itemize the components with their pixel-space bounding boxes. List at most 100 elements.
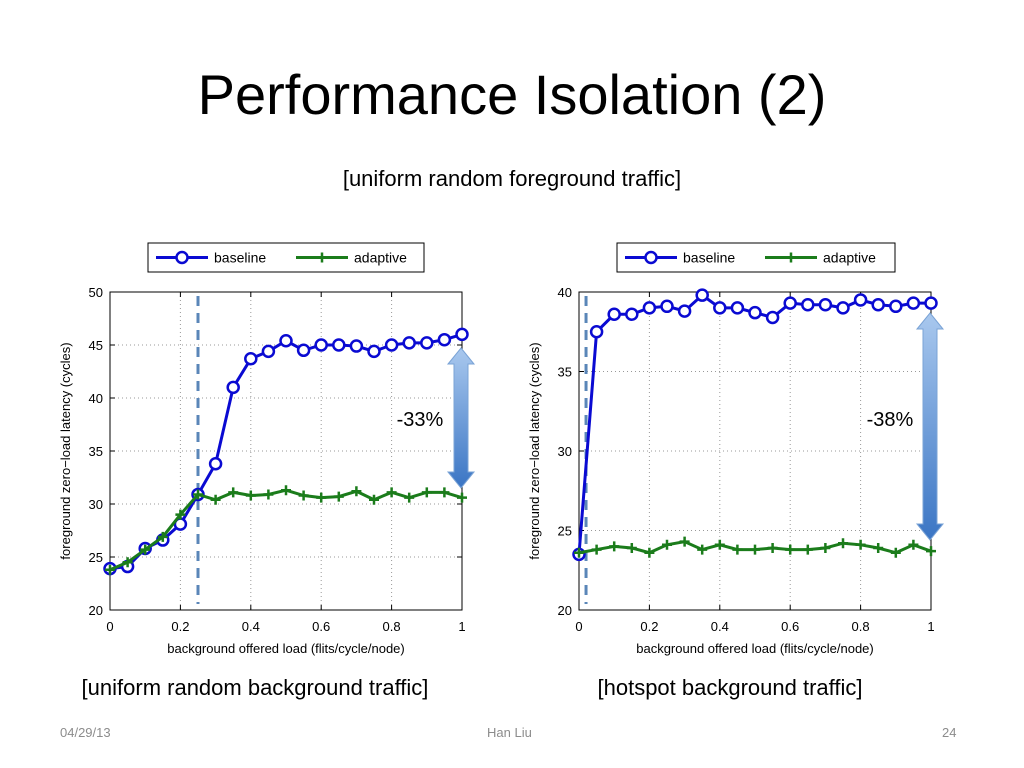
adaptive-point	[609, 541, 620, 552]
baseline-point	[384, 338, 399, 352]
baseline-point	[279, 334, 293, 348]
adaptive-point	[732, 544, 743, 555]
adaptive-point	[767, 542, 778, 553]
baseline-point	[642, 301, 657, 315]
x-axis-label: background offered load (flits/cycle/nod…	[636, 641, 874, 656]
adaptive-point	[404, 492, 415, 503]
x-tick-label: 0.2	[171, 619, 189, 634]
adaptive-point	[644, 547, 655, 558]
baseline-point	[889, 299, 903, 314]
adaptive-point	[193, 489, 203, 500]
adaptive-point	[140, 544, 151, 555]
slide-subtitle: [uniform random foreground traffic]	[342, 166, 682, 191]
chart-uniform-random: 0 0.2 0.4 0.6 0.8 1 20 25 30 35 40 45 50 background o…	[58, 242, 476, 656]
adaptive-point	[421, 487, 432, 498]
baseline-point	[244, 352, 258, 366]
baseline-point	[314, 338, 328, 352]
baseline-point	[660, 299, 674, 314]
chart-hotspot: 0 0.2 0.4 0.6 0.8 1 20 25 30 35 40 background offer…	[527, 242, 945, 656]
legend-adaptive-label: adaptive	[354, 250, 407, 266]
adaptive-point	[679, 536, 690, 547]
baseline-point	[748, 305, 762, 320]
adaptive-point	[626, 542, 637, 553]
baseline-point	[402, 336, 416, 350]
baseline-point	[226, 380, 240, 395]
caption-hotspot: [hotspot background traffic]	[597, 675, 863, 700]
adaptive-point	[228, 487, 239, 498]
baseline-point	[261, 344, 276, 359]
adaptive-point	[838, 538, 848, 549]
baseline-point	[607, 307, 621, 322]
baseline-point	[836, 301, 850, 315]
baseline-point	[801, 297, 815, 312]
adaptive-point	[175, 509, 186, 520]
adaptive-point	[245, 490, 256, 501]
baseline-point	[871, 297, 885, 312]
y-tick-label: 30	[89, 497, 103, 512]
x-tick-label: 0.2	[640, 619, 658, 634]
x-tick-label: 1	[927, 619, 934, 634]
adaptive-point	[697, 544, 708, 555]
adaptive-point	[750, 544, 760, 555]
adaptive-point	[386, 487, 397, 498]
adaptive-point	[122, 557, 133, 568]
x-tick-label: 0.8	[852, 619, 870, 634]
y-axis-label: foreground zero−load latency (cycles)	[527, 342, 542, 559]
footer-author: Han Liu	[487, 725, 532, 740]
y-tick-label: 25	[558, 524, 572, 539]
adaptive-point	[351, 486, 362, 497]
percent-annotation: -38%	[867, 409, 914, 431]
y-tick-label: 20	[558, 603, 572, 618]
legend-adaptive-marker	[317, 252, 327, 263]
adaptive-point	[157, 531, 168, 542]
baseline-point	[924, 296, 938, 310]
y-tick-label: 45	[89, 338, 103, 353]
adaptive-point	[263, 489, 274, 500]
baseline-point	[349, 339, 364, 353]
adaptive-point	[802, 544, 813, 555]
baseline-point	[208, 456, 223, 471]
adaptive-point	[298, 490, 309, 501]
footer-date: 04/29/13	[60, 725, 111, 740]
adaptive-point	[574, 547, 584, 558]
adaptive-point	[890, 547, 901, 558]
adaptive-point	[662, 539, 672, 550]
legend-baseline-label: baseline	[683, 250, 735, 266]
adaptive-point	[439, 487, 450, 498]
percent-annotation: -33%	[397, 409, 444, 431]
baseline-point	[332, 338, 346, 352]
x-tick-label: 0.4	[711, 619, 729, 634]
baseline-point	[455, 327, 469, 342]
y-tick-label: 35	[558, 365, 572, 380]
legend-baseline-marker	[644, 250, 658, 265]
x-tick-label: 0.6	[312, 619, 330, 634]
baseline-point	[853, 293, 868, 307]
baseline-point	[765, 310, 780, 325]
adaptive-point	[855, 539, 866, 550]
adaptive-point	[333, 491, 344, 502]
adaptive-point	[316, 492, 327, 503]
baseline-point	[906, 296, 921, 310]
baseline-point	[818, 297, 833, 312]
footer-page-number: 24	[942, 725, 957, 740]
y-tick-label: 20	[89, 603, 103, 618]
slide-title: Performance Isolation (2)	[197, 63, 827, 126]
adaptive-point	[908, 539, 919, 550]
adaptive-point	[873, 542, 884, 553]
x-tick-label: 0.8	[383, 619, 401, 634]
adaptive-point	[105, 564, 115, 575]
baseline-point	[625, 307, 639, 322]
y-tick-label: 30	[558, 444, 572, 459]
baseline-point	[437, 332, 452, 347]
legend-baseline-label: baseline	[214, 250, 266, 266]
adaptive-point	[369, 494, 379, 505]
baseline-point	[296, 343, 311, 358]
legend-baseline-marker	[175, 250, 189, 265]
y-tick-label: 50	[89, 285, 103, 300]
x-tick-label: 0	[106, 619, 113, 634]
baseline-point	[420, 336, 434, 350]
baseline-point	[713, 301, 727, 315]
adaptive-point	[714, 539, 725, 550]
x-tick-label: 0.4	[242, 619, 260, 634]
